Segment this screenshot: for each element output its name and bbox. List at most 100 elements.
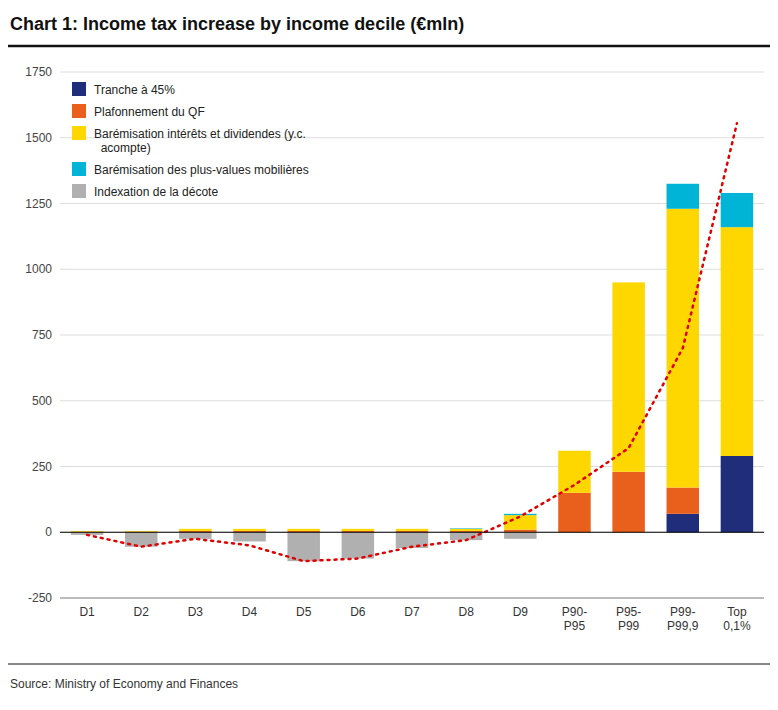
bar-segment: [233, 529, 265, 531]
bar-segment: [558, 450, 590, 451]
grid-line: [60, 598, 764, 599]
text-line: Barémisation intérêts et dividendes (y.c…: [94, 127, 306, 141]
x-tick-label: D1: [79, 605, 95, 619]
bar-segment: [667, 488, 699, 514]
legend-entry: Indexation de la décote: [94, 185, 218, 199]
bar-segment: [504, 514, 536, 515]
bar-segment: [558, 493, 590, 532]
text-line: Barémisation des plus-values mobilières: [94, 163, 309, 177]
grid-line: [60, 400, 764, 401]
bar-segment: [71, 530, 103, 531]
grid-line: [60, 72, 764, 73]
x-axis-line: [60, 598, 764, 599]
y-tick-label: 750: [32, 328, 52, 342]
text-line: D8: [458, 605, 474, 619]
text-line: Top: [727, 605, 747, 619]
text-line: D4: [242, 605, 258, 619]
bar-series: [71, 472, 699, 532]
bar-segment: [396, 528, 428, 529]
y-tick-label: 1250: [25, 197, 52, 211]
bar-segment: [342, 532, 374, 558]
x-tick-label: D9: [513, 605, 529, 619]
background: [0, 0, 778, 710]
legend-swatch: [72, 162, 86, 176]
text-line: P95-: [616, 605, 641, 619]
x-tick-label: P95-P99: [616, 605, 641, 633]
legend-entry: Plafonnement du QF: [94, 105, 205, 119]
bar-segment: [612, 472, 644, 532]
x-tick-label: P99-P99,9: [667, 605, 699, 633]
bar-segment: [667, 184, 699, 209]
zero-line: [60, 532, 764, 533]
bar-segment: [342, 528, 374, 529]
bar-segment: [342, 529, 374, 531]
bar-segment: [721, 456, 753, 532]
bar-segment: [558, 451, 590, 493]
text-line: D3: [188, 605, 204, 619]
plot-area: [71, 123, 753, 561]
legend-entry: Tranche à 45%: [94, 83, 175, 97]
bar-segment: [504, 515, 536, 529]
grid-line: [60, 466, 764, 467]
bar-segment: [450, 529, 482, 531]
text-line: D1: [79, 605, 95, 619]
bar-segment: [287, 529, 319, 531]
legend: Tranche à 45% Plafonnement du QF Barémisat…: [72, 82, 309, 199]
legend-swatch: [72, 126, 86, 140]
x-tick-label: D5: [296, 605, 312, 619]
text-line: Tranche à 45%: [94, 83, 175, 97]
bar-segment: [667, 183, 699, 184]
bar-segment: [179, 532, 211, 539]
source-rule: [8, 664, 770, 665]
grid: [60, 72, 764, 598]
legend-entry: Barémisation des plus-values mobilières: [94, 163, 309, 177]
text-line: D5: [296, 605, 312, 619]
bar-segment: [179, 528, 211, 529]
text-line: P90-: [562, 605, 587, 619]
legend-swatch: [72, 184, 86, 198]
bar-segment: [287, 528, 319, 529]
bar-segment: [612, 282, 644, 283]
text-line: Indexation de la décote: [94, 185, 218, 199]
text-line: 0,1%: [723, 619, 751, 633]
bar-segment: [667, 514, 699, 532]
text-line: P99-: [670, 605, 695, 619]
bar-segment: [612, 282, 644, 283]
y-tick-label: -250: [28, 591, 52, 605]
x-tick-label: D6: [350, 605, 366, 619]
x-tick-label: Top0,1%: [723, 605, 751, 633]
bar-segment: [233, 528, 265, 529]
text-line: P99: [618, 619, 640, 633]
bar-series: [71, 209, 753, 532]
x-tick-label: D7: [404, 605, 420, 619]
grid-line: [60, 335, 764, 336]
y-tick-label: 1500: [25, 131, 52, 145]
subtitle: Source: Ministry of Economy and Finances: [10, 677, 238, 691]
bar-segment: [504, 532, 536, 539]
legend-entry: Barémisation intérêts et dividendes (y.c…: [94, 127, 306, 155]
grid-line: [60, 269, 764, 270]
bar-segment: [233, 532, 265, 541]
text-line: D7: [404, 605, 420, 619]
text-line: P99,9: [667, 619, 699, 633]
legend-swatch: [72, 82, 86, 96]
text-line: P95: [564, 619, 586, 633]
x-tick-label: D3: [188, 605, 204, 619]
bar-segment: [396, 529, 428, 531]
x-tick-label: P90-P95: [562, 605, 587, 633]
bar-segment: [450, 528, 482, 530]
y-tick-label: 500: [32, 394, 52, 408]
y-tick-label: 1750: [25, 65, 52, 79]
bar-series: [450, 184, 753, 529]
bar-segment: [721, 227, 753, 456]
x-tick-label: D2: [134, 605, 150, 619]
legend-swatch: [72, 104, 86, 118]
text-line: D2: [134, 605, 150, 619]
text-line: D9: [513, 605, 529, 619]
title: Chart 1: Income tax increase by income d…: [10, 14, 464, 34]
bar-segment: [612, 282, 644, 471]
x-tick-label: D8: [458, 605, 474, 619]
y-tick-label: 0: [45, 525, 52, 539]
chart: Chart 1: Income tax increase by income d…: [0, 0, 778, 710]
bar-segment: [287, 532, 319, 561]
